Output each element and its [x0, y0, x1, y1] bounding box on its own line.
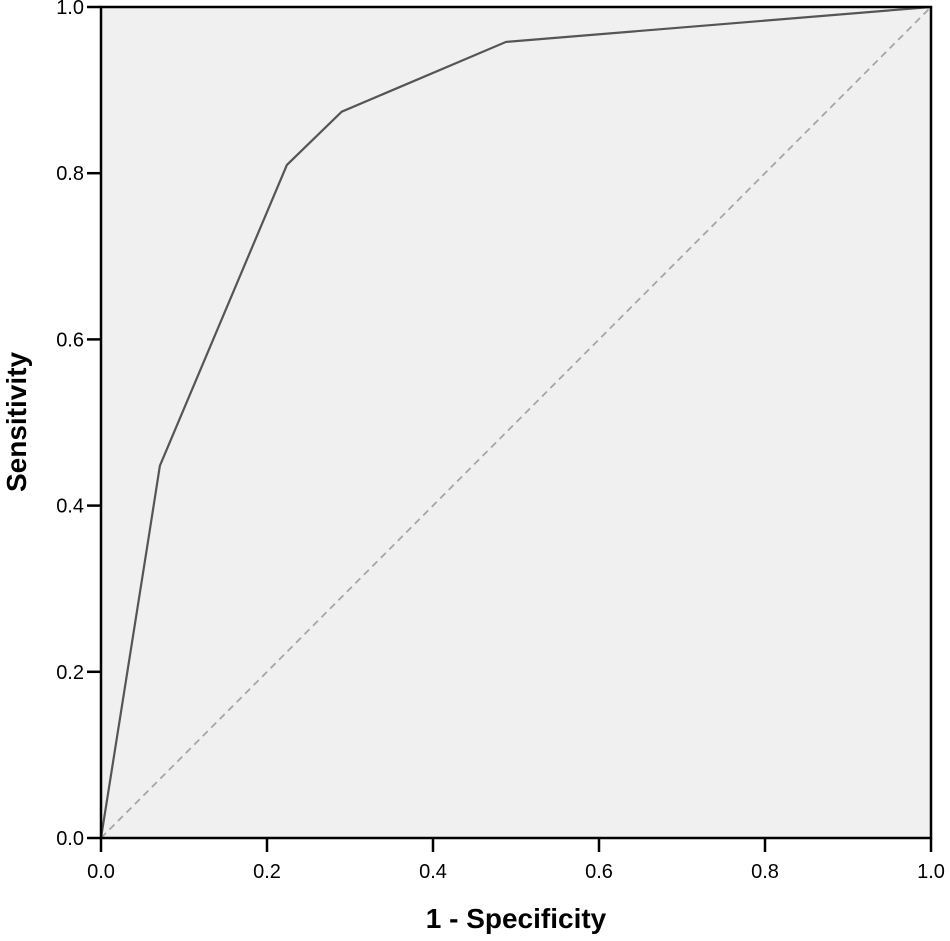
series-layer [99, 5, 932, 839]
x-tick-label: 0.2 [253, 861, 281, 883]
y-tick-label: 0.0 [56, 828, 84, 850]
y-tick-label: 0.4 [56, 496, 84, 518]
y-axis-title: Sensitivity [1, 352, 32, 492]
x-tick-label: 0.4 [419, 861, 447, 883]
x-tick-label: 0.6 [585, 861, 613, 883]
y-tick-label: 1.0 [56, 0, 84, 19]
y-tick-label: 0.8 [56, 163, 84, 185]
x-axis-title: 1 - Specificity [426, 903, 607, 934]
roc-curve [99, 5, 932, 839]
reference-line [100, 6, 932, 839]
x-tick-label: 1.0 [917, 861, 945, 883]
plot-frame [99, 5, 933, 840]
y-tick-label: 0.2 [56, 662, 84, 684]
x-tick-label: 0.0 [87, 861, 115, 883]
x-axis-ticks: 0.0 0.2 0.4 0.6 0.8 1.0 [87, 838, 945, 883]
y-axis-ticks: 0.0 0.2 0.4 0.6 0.8 1.0 [56, 0, 101, 850]
x-tick-label: 0.8 [751, 861, 779, 883]
y-tick-label: 0.6 [56, 329, 84, 351]
